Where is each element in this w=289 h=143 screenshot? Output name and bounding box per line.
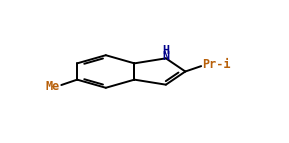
Text: Me: Me xyxy=(46,80,60,93)
Text: Pr-i: Pr-i xyxy=(203,58,231,72)
Text: H: H xyxy=(162,44,169,57)
Text: N: N xyxy=(162,50,169,63)
